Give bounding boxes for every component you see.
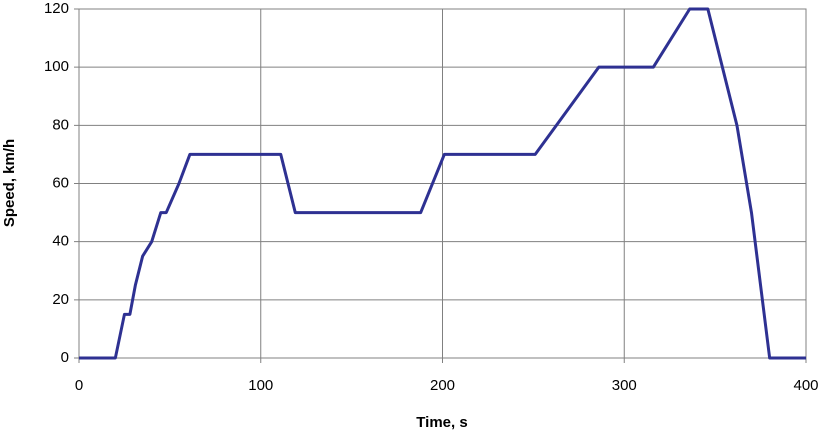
plot-frame (78, 8, 807, 359)
y-tick-label: 40 (52, 233, 69, 250)
y-tick-label: 60 (52, 174, 69, 191)
x-axis-title: Time, s (416, 414, 467, 431)
x-tick-label: 0 (75, 377, 83, 394)
y-tick-label: 100 (44, 58, 69, 75)
line-series (79, 7, 806, 360)
y-axis-title: Speed, km/h (1, 139, 18, 227)
y-tick-label: 0 (61, 349, 69, 366)
x-tick-label: 400 (793, 377, 818, 394)
y-tick-label: 20 (52, 291, 69, 308)
x-tick-label: 300 (612, 377, 637, 394)
y-tick-label: 120 (44, 0, 69, 17)
y-tick-label: 80 (52, 116, 69, 133)
x-tick-label: 100 (248, 377, 273, 394)
x-tick-label: 200 (430, 377, 455, 394)
